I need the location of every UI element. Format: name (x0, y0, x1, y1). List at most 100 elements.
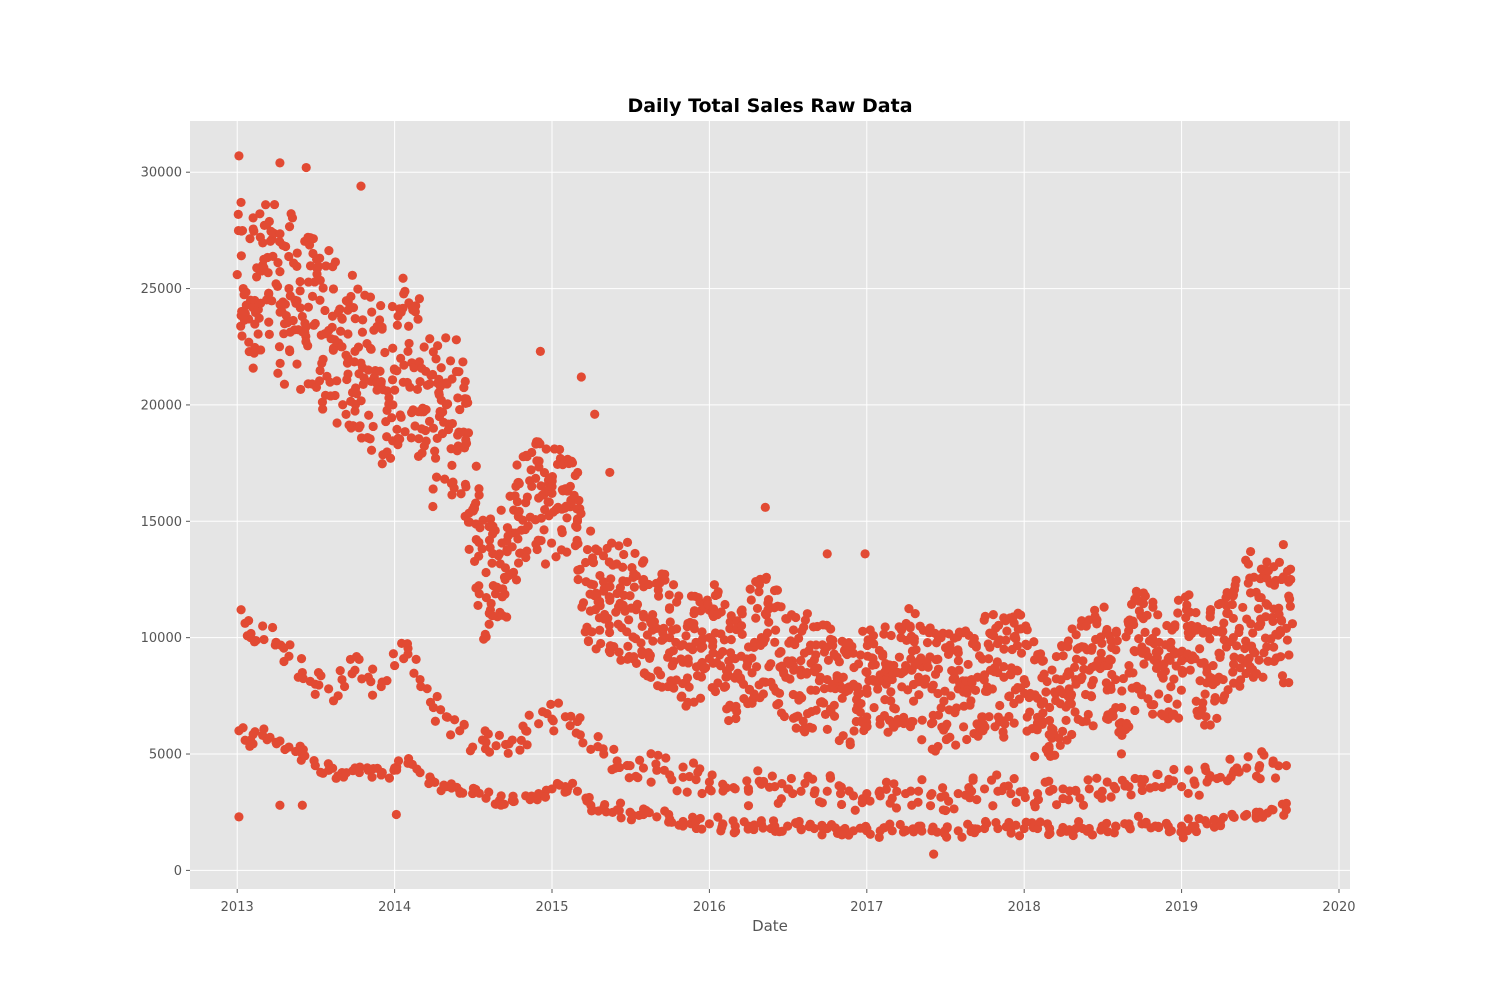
data-point (668, 646, 678, 656)
data-point (514, 479, 524, 489)
data-point (1138, 599, 1149, 609)
data-point (664, 603, 675, 613)
data-point (944, 796, 954, 806)
data-point (267, 296, 277, 306)
data-point (343, 329, 353, 339)
data-point (941, 734, 951, 745)
data-point (430, 716, 440, 726)
data-point (474, 589, 484, 599)
data-point (951, 740, 961, 750)
data-point (719, 635, 729, 645)
data-point (508, 567, 519, 577)
data-point (1243, 752, 1253, 762)
data-point (510, 491, 520, 501)
data-point (328, 345, 338, 355)
data-point (605, 641, 615, 651)
data-point (248, 729, 258, 739)
data-point (1198, 698, 1208, 708)
data-point (1262, 642, 1272, 652)
data-point (1202, 819, 1212, 829)
data-point (1228, 613, 1238, 624)
data-point (987, 684, 997, 694)
data-point (291, 298, 301, 308)
data-point (1215, 821, 1226, 831)
data-point (400, 427, 410, 437)
data-point (1255, 774, 1265, 784)
data-point (491, 741, 501, 751)
data-point (388, 649, 398, 659)
data-point (1124, 782, 1134, 792)
data-point (600, 799, 610, 810)
data-point (920, 675, 930, 685)
data-point (428, 501, 438, 512)
data-point (387, 413, 397, 423)
data-point (633, 773, 643, 783)
data-point (1212, 713, 1222, 724)
data-point (619, 549, 629, 560)
data-point (929, 849, 939, 859)
data-point (313, 668, 324, 678)
data-point (417, 448, 427, 458)
data-point (300, 327, 310, 338)
data-point (426, 370, 436, 380)
data-point (1169, 674, 1179, 684)
y-tick-label: 25000 (141, 282, 182, 297)
data-point (970, 685, 981, 696)
data-point (837, 693, 847, 703)
data-point (850, 805, 860, 815)
data-point (1195, 644, 1205, 654)
data-point (593, 742, 603, 752)
data-point (1030, 751, 1040, 762)
data-point (854, 688, 865, 699)
data-point (776, 602, 786, 612)
data-point (1223, 685, 1233, 695)
data-point (1250, 648, 1260, 658)
data-point (498, 584, 508, 594)
data-point (725, 662, 735, 672)
data-point (365, 292, 376, 302)
data-point (264, 329, 274, 339)
data-point (1106, 792, 1116, 802)
data-point (485, 514, 496, 524)
data-point (430, 446, 440, 456)
data-point (605, 582, 615, 592)
data-point (1124, 668, 1134, 678)
data-point (419, 342, 429, 352)
data-point (1242, 809, 1252, 820)
data-point (578, 738, 588, 748)
data-point (264, 317, 274, 327)
data-point (719, 682, 729, 692)
data-point (605, 467, 615, 478)
data-point (428, 702, 439, 713)
data-point (254, 313, 264, 323)
data-point (684, 682, 694, 692)
data-point (315, 365, 325, 376)
data-point (300, 751, 310, 761)
data-point (933, 741, 943, 752)
data-point (403, 346, 413, 356)
x-tick-label: 2014 (378, 900, 411, 915)
data-point (726, 635, 736, 645)
data-point (1276, 574, 1287, 585)
data-point (433, 341, 443, 351)
data-point (471, 461, 481, 471)
data-point (791, 723, 801, 733)
data-point (1160, 666, 1170, 676)
data-point (1042, 676, 1052, 687)
data-point (324, 245, 334, 256)
data-point (767, 771, 777, 781)
data-point (607, 538, 617, 548)
data-point (586, 744, 596, 754)
data-point (573, 565, 583, 575)
data-point (430, 453, 441, 463)
data-point (995, 700, 1005, 711)
data-point (1022, 625, 1032, 635)
data-point (1014, 831, 1025, 841)
data-point (896, 669, 906, 679)
y-tick-label: 0 (174, 864, 182, 879)
data-point (390, 660, 400, 671)
data-point (811, 640, 821, 650)
data-point (1090, 661, 1101, 671)
data-point (356, 181, 366, 191)
data-point (445, 356, 456, 366)
